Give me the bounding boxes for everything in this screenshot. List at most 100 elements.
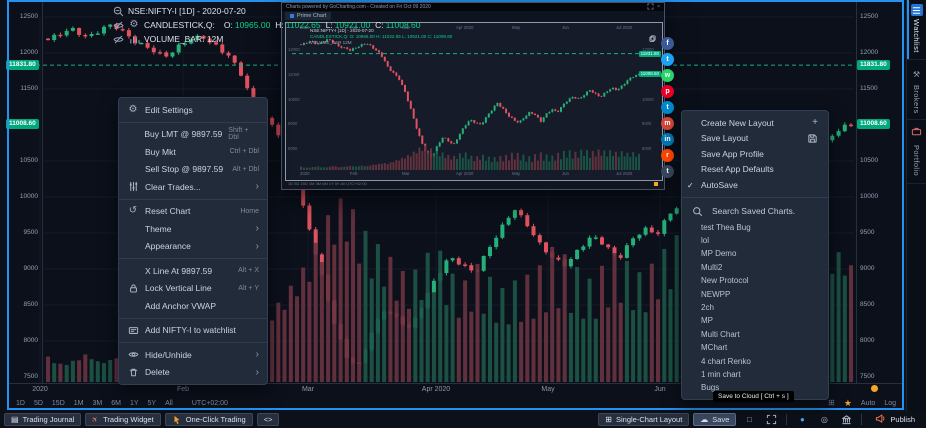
menu-item-save-app-profile[interactable]: Save App Profile [682, 146, 828, 162]
pinterest-share-icon[interactable]: p [661, 85, 674, 98]
saved-chart-item[interactable]: NEWPP [701, 289, 731, 299]
menu-item-buy-lmt-9897-59[interactable]: Buy LMT @ 9897.59 Shift + Dbl [119, 126, 267, 144]
whatsapp-share-icon[interactable]: w [661, 69, 674, 82]
menu-item-x-line-at-9897-59[interactable]: X Line At 9897.59 Alt + X [119, 262, 267, 280]
sliders-icon [127, 181, 139, 192]
target-button[interactable]: ◎ [820, 414, 828, 424]
bank-button[interactable] [837, 412, 855, 427]
tumblr-share-icon[interactable]: t [661, 165, 674, 178]
ohlc-key: H: [275, 20, 284, 30]
range-1y[interactable]: 1Y [129, 399, 139, 407]
copy-icon[interactable] [649, 29, 656, 47]
range-15d[interactable]: 15D [51, 399, 65, 407]
chart-bars-icon[interactable] [128, 34, 140, 45]
saved-chart-item[interactable]: Multi Chart [701, 329, 740, 339]
reddit-share-icon[interactable]: r [661, 149, 674, 162]
publish-button[interactable]: Publish [868, 413, 922, 426]
range-6m[interactable]: 6M [111, 399, 121, 407]
time-tick: 2020 [32, 386, 48, 393]
linkedin-share-icon[interactable]: in [661, 133, 674, 146]
menu-item-create-new-layout[interactable]: Create New Layout + [682, 115, 828, 131]
tab-watchlist[interactable]: Watchlist [907, 0, 926, 60]
saved-chart-item[interactable]: 4 chart Renko [701, 356, 751, 366]
expand-button[interactable] [762, 412, 780, 427]
toolbar-separator [861, 414, 863, 425]
save-button[interactable]: ☁ Save [693, 413, 737, 426]
range-5d[interactable]: 5D [33, 399, 43, 407]
menu-item-appearance[interactable]: Appearance › [119, 238, 267, 256]
popup-tab[interactable]: Prime Chart [285, 11, 332, 20]
popup-candlestick-chart [292, 38, 642, 170]
popup-price-tick: 12000 [642, 46, 654, 52]
square-button[interactable]: □ [746, 414, 752, 424]
saved-chart-item[interactable]: Multi2 [701, 262, 723, 272]
popup-chart-frame: NSE:NIFTY-I [1D] - 2020-07-20 CANDLESTIC… [285, 22, 663, 181]
trading-widget-button[interactable]: ✈ Trading Widget [85, 413, 161, 426]
tab-brokers[interactable]: ⚒ Brokers [907, 60, 926, 121]
popup-time-tick: Feb [350, 25, 358, 30]
circle-blue-button[interactable]: ● [799, 414, 805, 424]
grid-settings-icon[interactable]: ⊞ [828, 398, 835, 407]
gear-icon[interactable]: ⚙ [129, 19, 139, 30]
saved-chart-item[interactable]: test Thea Bug [701, 222, 751, 232]
-button[interactable]: <> [256, 413, 280, 426]
menu-item-edit-settings[interactable]: ⚙ Edit Settings [119, 101, 267, 119]
menu-item-hide-unhide[interactable]: Hide/Unhide › [119, 346, 267, 364]
saved-chart-item[interactable]: MP [701, 316, 713, 326]
eye-slash-icon[interactable] [112, 20, 124, 31]
menu-item-lock-vertical-line[interactable]: Lock Vertical Line Alt + Y [119, 280, 267, 298]
email-share-icon[interactable]: m [661, 117, 674, 130]
timezone-label[interactable]: UTC+02:00 [191, 399, 228, 407]
menu-item-add-nifty-i-to-watchlist[interactable]: Add NIFTY-I to watchlist [119, 322, 267, 340]
price-tick: 12500 [860, 13, 879, 20]
menu-item-delete[interactable]: Delete › [119, 364, 267, 382]
menu-item-reset-chart[interactable]: ↺ Reset Chart Home [119, 203, 267, 221]
eye-slash-icon[interactable] [112, 34, 124, 45]
range-1m[interactable]: 1M [73, 399, 84, 407]
ohlc-key: O: [223, 20, 233, 30]
saved-chart-item[interactable]: MChart [701, 343, 728, 353]
disk-icon [807, 133, 818, 144]
layout-menu: Create New Layout + Save Layout Save App Pr… [681, 110, 829, 400]
saved-chart-item[interactable]: MP Demo [701, 249, 737, 259]
search-input[interactable] [710, 205, 822, 217]
popup-expand-icon[interactable] [647, 3, 654, 11]
menu-item-reset-app-defaults[interactable]: Reset App Defaults [682, 162, 828, 178]
favorite-star-icon[interactable]: ★ [843, 397, 852, 408]
volume-label: VOLUME_BAR: 12M [144, 34, 224, 44]
popup-close-icon[interactable]: × [657, 4, 660, 10]
menu-item-add-anchor-vwap[interactable]: Add Anchor VWAP [119, 297, 267, 315]
saved-chart-item[interactable]: 1 min chart [701, 369, 741, 379]
menu-item-label: Lock Vertical Line [145, 283, 212, 294]
log-scale-toggle[interactable]: Log [884, 399, 896, 407]
bottom-toolbar: ▤ Trading Journal ✈ Trading Widget One-Click… [0, 411, 926, 428]
range-5y[interactable]: 5Y [147, 399, 157, 407]
check-icon: ✓ [687, 180, 694, 190]
magnifier-minus-icon[interactable] [112, 6, 124, 17]
twitter-share-icon[interactable]: t [661, 53, 674, 66]
telegram-share-icon[interactable]: t [661, 101, 674, 114]
tab-portfolio[interactable]: Portfolio [907, 120, 926, 184]
range-all[interactable]: All [165, 399, 173, 407]
menu-item-autosave[interactable]: ✓ AutoSave [682, 177, 828, 193]
range-1d[interactable]: 1D [16, 399, 25, 407]
one-click-trading-button[interactable]: One-Click Trading [164, 413, 253, 426]
single-chart-layout-button[interactable]: ⊞ Single-Chart Layout [598, 413, 690, 426]
saved-chart-item[interactable]: 2ch [701, 303, 714, 313]
menu-item-sell-stop-9897-59[interactable]: Sell Stop @ 9897.59 Alt + Dbl [119, 161, 267, 179]
saved-chart-item[interactable]: Bugs [701, 383, 720, 393]
menu-item-buy-mkt[interactable]: Buy Mkt Ctrl + Dbl [119, 143, 267, 161]
price-tick: 8000 [860, 337, 875, 344]
menu-item-save-layout[interactable]: Save Layout [682, 131, 828, 147]
range-3m[interactable]: 3M [92, 399, 103, 407]
auto-scale-toggle[interactable]: Auto [860, 399, 876, 407]
saved-chart-item[interactable]: lol [701, 236, 710, 246]
saved-chart-item[interactable]: New Protocol [701, 276, 749, 286]
popup-price-tick: 8000 [288, 146, 298, 152]
menu-item-clear-trades[interactable]: Clear Trades... › [119, 178, 267, 196]
trading-journal-button[interactable]: ▤ Trading Journal [4, 413, 82, 426]
menu-item-label: Buy LMT @ 9897.59 [144, 129, 223, 140]
menu-item-theme[interactable]: Theme › [119, 220, 267, 238]
facebook-share-icon[interactable]: f [661, 37, 674, 50]
menu-item-label: Sell Stop @ 9897.59 [145, 164, 224, 175]
